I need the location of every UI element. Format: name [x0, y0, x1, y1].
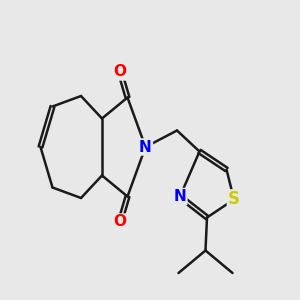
- Text: O: O: [113, 64, 127, 80]
- Text: S: S: [228, 190, 240, 208]
- Text: N: N: [139, 140, 152, 154]
- Text: N: N: [174, 189, 186, 204]
- Text: O: O: [113, 214, 127, 230]
